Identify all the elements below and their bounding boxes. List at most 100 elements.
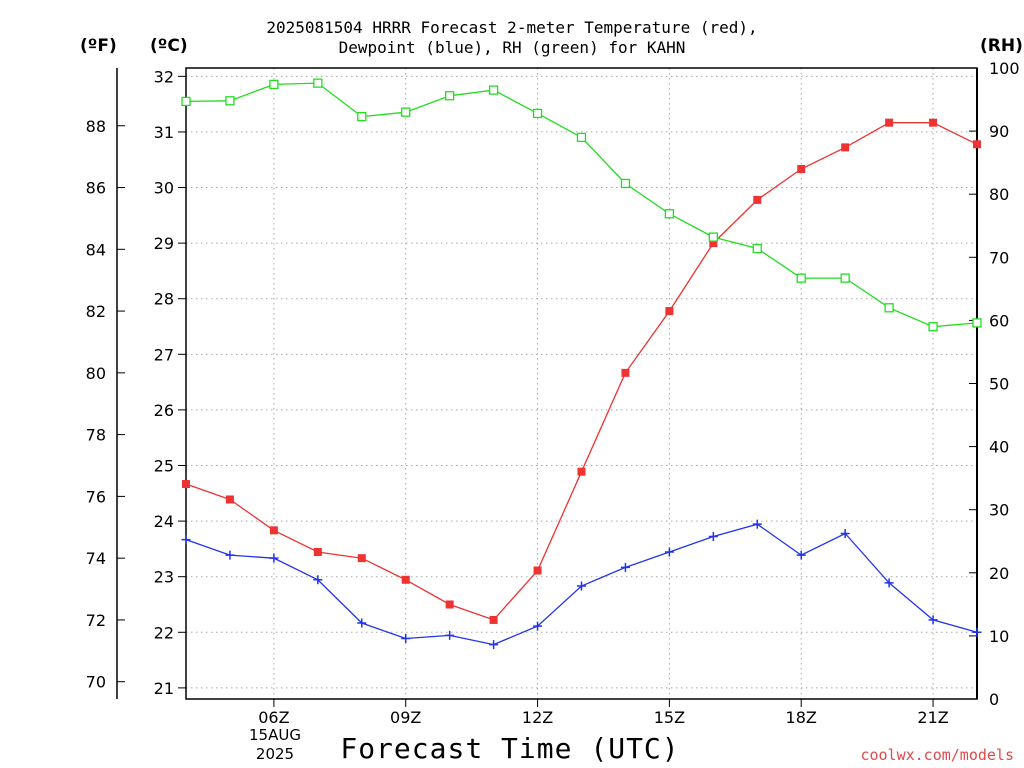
celsius-tick-label: 21 bbox=[154, 679, 174, 698]
temperature-point bbox=[225, 495, 234, 504]
date-label-year: 2025 bbox=[255, 745, 295, 763]
celsius-tick-label: 29 bbox=[154, 234, 174, 253]
temperature-point bbox=[577, 467, 586, 476]
fahrenheit-tick-label: 76 bbox=[86, 487, 106, 506]
temperature-point bbox=[621, 368, 630, 377]
temperature-point bbox=[885, 118, 894, 127]
rh-tick-label: 10 bbox=[989, 627, 1009, 646]
rh-tick-label: 90 bbox=[989, 122, 1009, 141]
date-label-day: 15AUG bbox=[249, 726, 301, 744]
celsius-tick-label: 28 bbox=[154, 290, 174, 309]
dewpoint-point bbox=[533, 621, 543, 631]
chart-title-line-2: Dewpoint (blue), RH (green) for KAHN bbox=[338, 38, 686, 57]
x-axis-label: Forecast Time (UTC) bbox=[340, 732, 680, 765]
dewpoint-point bbox=[752, 519, 762, 529]
fahrenheit-tick-label: 70 bbox=[86, 673, 106, 692]
dewpoint-point bbox=[972, 627, 982, 637]
rh-point bbox=[708, 232, 718, 242]
temperature-point bbox=[269, 526, 278, 535]
rh-point bbox=[401, 107, 411, 117]
temperature-point bbox=[357, 554, 366, 563]
data-series bbox=[181, 78, 982, 650]
temperature-point bbox=[929, 118, 938, 127]
celsius-tick-label: 24 bbox=[154, 512, 174, 531]
dewpoint-point bbox=[620, 562, 630, 572]
rh-tick-label: 20 bbox=[989, 564, 1009, 583]
rh-tick-label: 60 bbox=[989, 311, 1009, 330]
temperature-point bbox=[182, 480, 190, 489]
rh-tick-label: 40 bbox=[989, 438, 1009, 457]
series-temperature bbox=[182, 118, 981, 624]
dewpoint-point bbox=[577, 581, 586, 591]
dewpoint-point bbox=[401, 633, 411, 643]
dewpoint-point bbox=[225, 550, 235, 560]
fahrenheit-tick-label: 88 bbox=[86, 117, 106, 136]
x-tick-label: 15Z bbox=[654, 708, 685, 727]
dewpoint-point bbox=[708, 532, 718, 542]
dewpoint-point bbox=[884, 578, 894, 588]
x-tick-label: 09Z bbox=[390, 708, 421, 727]
rh-point bbox=[576, 132, 587, 143]
fahrenheit-tick-label: 86 bbox=[86, 179, 106, 198]
celsius-tick-label: 27 bbox=[154, 345, 174, 364]
temperature-point bbox=[841, 143, 850, 152]
dewpoint-point bbox=[928, 615, 938, 625]
rh-point bbox=[357, 111, 367, 122]
rh-unit-label: (RH) bbox=[980, 36, 1023, 56]
rh-point bbox=[532, 108, 543, 119]
temperature-point bbox=[445, 600, 454, 609]
celsius-tick-label: 26 bbox=[154, 401, 174, 420]
x-tick-label: 21Z bbox=[917, 708, 948, 727]
series-rh bbox=[181, 78, 982, 332]
plot-frame bbox=[185, 67, 978, 700]
rh-point bbox=[620, 178, 631, 189]
axes: 21 22 23 24 25 26 27 28 29 30 31 32 70 72 74 76 78 80 82 84… bbox=[86, 59, 1020, 727]
temperature-line bbox=[185, 122, 978, 621]
chart-title-line-1: 2025081504 HRRR Forecast 2-meter Tempera… bbox=[266, 18, 758, 37]
rh-point bbox=[928, 322, 938, 332]
x-tick-label: 18Z bbox=[786, 708, 817, 727]
rh-tick-label: 0 bbox=[989, 690, 999, 709]
fahrenheit-tick-label: 80 bbox=[86, 364, 106, 383]
rh-tick-label: 80 bbox=[989, 185, 1009, 204]
temperature-point bbox=[709, 239, 718, 248]
dewpoint-point bbox=[796, 550, 806, 560]
rh-point bbox=[840, 273, 850, 283]
series-dewpoint bbox=[181, 519, 982, 650]
dewpoint-point bbox=[664, 547, 674, 557]
temperature-point bbox=[797, 164, 806, 173]
grid-lines bbox=[186, 68, 977, 699]
rh-point bbox=[269, 79, 279, 90]
dewpoint-point bbox=[840, 528, 850, 538]
rh-tick-label: 50 bbox=[989, 375, 1009, 394]
celsius-tick-label: 30 bbox=[154, 179, 174, 198]
dewpoint-point bbox=[445, 630, 455, 640]
dewpoint-point bbox=[489, 640, 499, 650]
temperature-point bbox=[665, 307, 674, 316]
temperature-point bbox=[489, 615, 498, 624]
temperature-point bbox=[753, 195, 762, 204]
temperature-point bbox=[401, 575, 410, 584]
celsius-tick-label: 32 bbox=[154, 67, 174, 86]
celsius-tick-label: 31 bbox=[154, 123, 174, 142]
rh-point bbox=[181, 96, 191, 107]
rh-point bbox=[796, 273, 806, 283]
celsius-tick-label: 23 bbox=[154, 568, 174, 587]
dewpoint-point bbox=[313, 575, 323, 585]
fahrenheit-unit-label: (ºF) bbox=[80, 36, 117, 56]
credit-text: coolwx.com/models bbox=[860, 746, 1014, 764]
fahrenheit-tick-label: 78 bbox=[86, 426, 106, 445]
fahrenheit-tick-label: 72 bbox=[86, 611, 106, 630]
dewpoint-point bbox=[181, 535, 191, 545]
rh-point bbox=[972, 318, 982, 328]
temperature-point bbox=[973, 140, 981, 149]
x-tick-label: 12Z bbox=[522, 708, 553, 727]
rh-tick-label: 70 bbox=[989, 248, 1009, 267]
temperature-point bbox=[533, 566, 542, 575]
celsius-unit-label: (ºC) bbox=[150, 36, 188, 56]
x-tick-label: 06Z bbox=[258, 708, 289, 727]
rh-point bbox=[752, 243, 762, 254]
rh-point bbox=[664, 209, 675, 219]
rh-point bbox=[445, 91, 455, 101]
